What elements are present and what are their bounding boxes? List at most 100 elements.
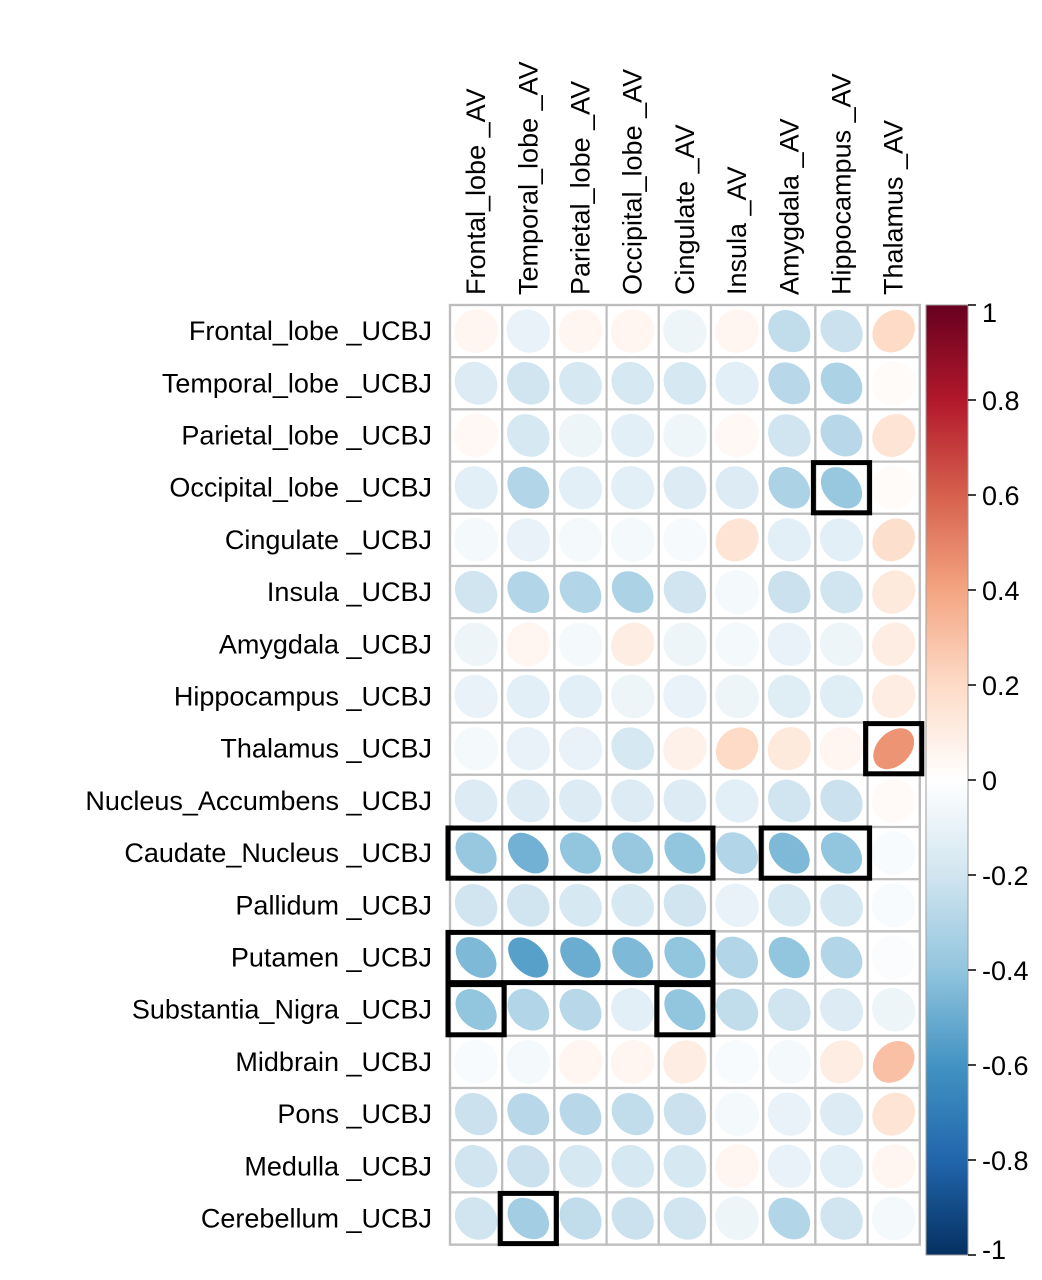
correlation-ellipse: [610, 309, 655, 353]
colorbar-tick-label: 0.4: [982, 576, 1020, 606]
correlation-ellipse: [611, 361, 655, 405]
highlight-box: [445, 825, 716, 881]
colorbar-tick-label: -1: [982, 1235, 1006, 1265]
correlation-ellipse: [612, 832, 654, 874]
correlation-ellipse: [558, 518, 603, 562]
correlation-ellipse: [819, 1040, 864, 1084]
correlation-ellipse: [819, 622, 864, 667]
correlation-ellipse: [767, 674, 811, 719]
correlation-ellipse: [454, 884, 498, 927]
correlation-ellipse: [716, 936, 759, 979]
correlation-ellipse: [507, 1145, 550, 1188]
correlation-ellipse: [819, 726, 864, 771]
correlation-ellipse: [871, 831, 916, 876]
correlation-ellipse: [455, 832, 497, 874]
correlation-ellipse: [611, 1197, 654, 1240]
row-label: Parietal_lobe _UCBJ: [181, 421, 432, 451]
highlight-box: [497, 1190, 559, 1247]
correlation-ellipse: [768, 362, 811, 405]
correlation-ellipse: [663, 361, 707, 405]
correlation-grid: [448, 303, 921, 1246]
colorbar-tick-label: 1: [982, 298, 997, 328]
row-label: Caudate_Nucleus _UCBJ: [124, 838, 432, 868]
correlation-ellipse: [663, 1197, 707, 1240]
correlation-ellipse: [715, 1092, 759, 1136]
correlation-ellipse: [715, 1144, 759, 1189]
row-label: Frontal_lobe _UCBJ: [189, 316, 432, 346]
column-labels: Frontal_lobe _AV Temporal_lobe _AV Parieta…: [461, 61, 909, 295]
correlation-ellipse: [454, 413, 499, 458]
correlation-ellipse: [663, 622, 707, 667]
correlation-ellipse: [768, 310, 811, 353]
correlation-ellipse: [507, 362, 550, 405]
correlation-ellipse: [767, 518, 811, 562]
correlation-ellipse: [663, 570, 707, 614]
correlation-ellipse: [872, 1040, 915, 1083]
correlation-ellipse: [454, 622, 498, 667]
correlation-ellipse: [611, 1093, 654, 1136]
correlation-ellipse: [820, 362, 863, 405]
correlation-ellipse: [767, 1040, 812, 1084]
row-label: Temporal_lobe _UCBJ: [162, 368, 432, 398]
correlation-ellipse: [768, 1197, 811, 1240]
correlation-ellipse: [871, 883, 916, 928]
correlation-ellipse: [559, 883, 602, 927]
correlation-ellipse: [560, 937, 601, 978]
correlation-ellipse: [820, 883, 863, 927]
correlation-ellipse: [507, 988, 550, 1031]
colorbar-tick-label: 0: [982, 766, 997, 796]
correlation-ellipse: [715, 622, 759, 667]
correlation-ellipse: [871, 987, 916, 1032]
correlation-ellipse: [767, 622, 811, 666]
correlation-ellipse: [559, 1144, 602, 1188]
correlation-ellipse: [454, 570, 498, 614]
column-label: Insula _AV: [722, 166, 752, 295]
row-label: Cerebellum _UCBJ: [201, 1204, 432, 1234]
correlation-ellipse: [819, 1144, 864, 1188]
colorbar-tick-label: -0.6: [982, 1051, 1029, 1081]
correlation-ellipse: [559, 361, 602, 405]
correlation-ellipse: [506, 309, 550, 353]
correlation-ellipse: [611, 622, 655, 666]
correlation-ellipse: [454, 779, 498, 823]
correlation-ellipse: [768, 466, 811, 509]
correlation-ellipse: [871, 778, 916, 823]
correlation-ellipse: [820, 467, 863, 509]
correlation-ellipse: [820, 832, 863, 874]
row-label: Thalamus _UCBJ: [220, 734, 432, 764]
column-label: Occipital_lobe _AV: [618, 69, 648, 295]
correlation-ellipse: [820, 570, 863, 614]
correlation-ellipse: [559, 1197, 602, 1240]
correlation-ellipse: [610, 1040, 655, 1084]
correlation-ellipse: [872, 1092, 916, 1136]
correlation-ellipse: [506, 622, 551, 667]
correlation-ellipse: [454, 309, 498, 353]
correlation-ellipse: [507, 1093, 550, 1136]
column-label: Cingulate _AV: [670, 124, 700, 295]
correlation-ellipse: [611, 988, 655, 1032]
correlation-ellipse: [454, 1197, 498, 1240]
correlation-ellipse: [871, 1196, 916, 1241]
correlation-ellipse: [559, 832, 602, 874]
correlation-ellipse: [663, 884, 707, 927]
correlation-ellipse: [507, 571, 550, 614]
correlation-ellipse: [715, 674, 759, 719]
correlation-ellipse: [663, 779, 707, 823]
correlation-ellipse: [558, 309, 603, 353]
highlight-box: [758, 825, 873, 881]
correlation-ellipse: [820, 779, 863, 823]
correlation-ellipse: [559, 571, 602, 614]
correlation-ellipse: [558, 622, 603, 667]
correlation-ellipse: [506, 518, 550, 562]
correlation-ellipse: [820, 414, 863, 457]
correlation-ellipse: [558, 413, 603, 458]
correlation-ellipse: [664, 832, 706, 874]
correlation-ellipse: [871, 465, 916, 510]
colorbar-tick-label: 0.6: [982, 481, 1020, 511]
correlation-ellipse: [715, 466, 759, 510]
correlation-ellipse: [871, 1144, 916, 1189]
correlation-ellipse: [506, 1040, 551, 1084]
correlation-ellipse: [768, 779, 811, 823]
correlation-ellipse: [611, 413, 655, 458]
